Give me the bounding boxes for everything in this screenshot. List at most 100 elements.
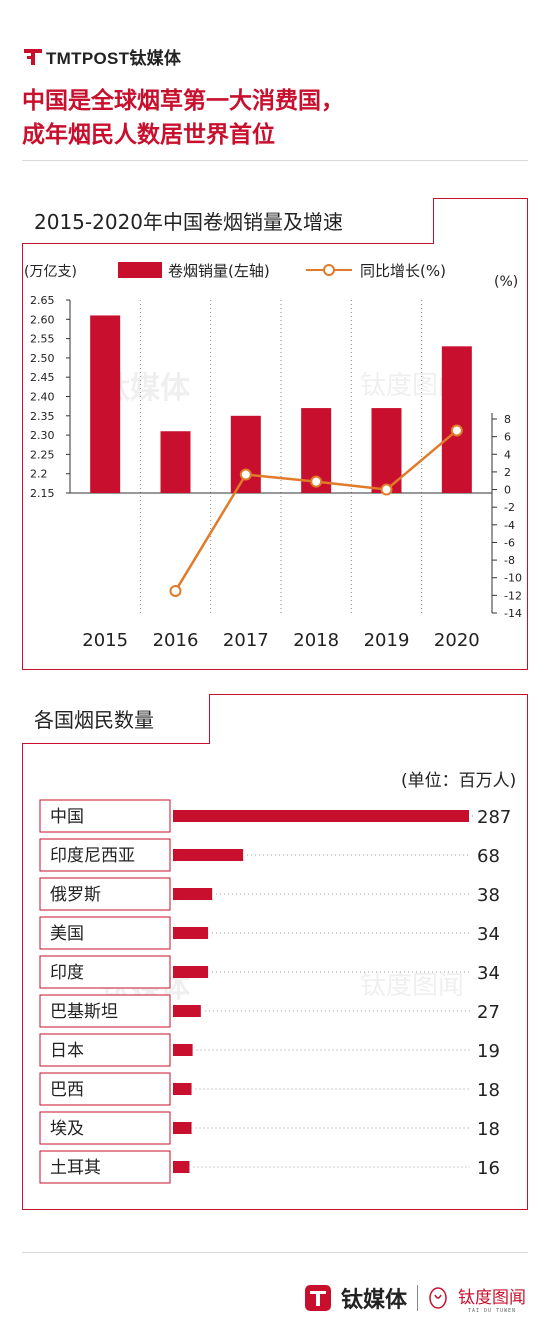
sales-bar xyxy=(441,346,472,493)
country-label-box xyxy=(39,1150,171,1184)
value-label: 18 xyxy=(477,1119,500,1140)
country-label-box xyxy=(39,916,171,950)
country-label: 日本 xyxy=(50,1041,84,1061)
sales-chart-title: 2015-2020年中国卷烟销量及增速 xyxy=(22,198,434,244)
left-tick-label: 2.30 xyxy=(30,429,55,442)
country-label: 中国 xyxy=(50,807,84,827)
headline-line-2: 成年烟民人数居世界首位 xyxy=(22,122,275,148)
headline: 中国是全球烟草第一大消费国， 成年烟民人数居世界首位 xyxy=(22,84,532,152)
left-tick-label: 2.25 xyxy=(30,448,55,461)
footer-secondary-brand: 钛度图闻 TAI DU TUWEN xyxy=(458,1283,526,1314)
right-tick-label: 8 xyxy=(504,413,511,426)
legend-line-marker xyxy=(323,264,335,276)
left-tick-label: 2.50 xyxy=(30,352,55,365)
value-label: 27 xyxy=(477,1002,500,1023)
tmtpost-logo-icon xyxy=(304,1285,331,1311)
right-tick-label: -6 xyxy=(504,536,515,549)
growth-point xyxy=(239,468,252,481)
left-tick-label: 2.45 xyxy=(30,371,55,384)
right-tick-label: 2 xyxy=(504,466,511,479)
country-label: 美国 xyxy=(50,924,84,944)
value-label: 19 xyxy=(477,1041,500,1062)
value-label: 34 xyxy=(477,963,500,984)
left-tick-label: 2.15 xyxy=(30,487,55,500)
country-label-box xyxy=(39,1111,171,1145)
smokers-bar xyxy=(173,1083,192,1095)
smokers-bar xyxy=(173,1161,190,1173)
brand-logo: TMTPOST钛媒体 xyxy=(22,44,181,68)
value-label: 38 xyxy=(477,885,500,906)
right-tick-label: 0 xyxy=(504,484,511,497)
country-label: 土耳其 xyxy=(50,1158,101,1178)
smokers-unit-label: (单位：百万人) xyxy=(401,771,517,791)
country-label-box xyxy=(39,1033,171,1067)
right-axis-unit: (%) xyxy=(494,274,518,290)
country-label: 埃及 xyxy=(50,1119,84,1139)
value-label: 287 xyxy=(477,807,511,828)
smokers-bar xyxy=(173,1005,201,1017)
right-tick-label: -14 xyxy=(504,607,522,620)
smokers-chart-title: 各国烟民数量 xyxy=(22,694,210,744)
smokers-bar xyxy=(173,1044,193,1056)
footer-secondary-en: TAI DU TUWEN xyxy=(467,1307,517,1314)
value-label: 34 xyxy=(477,924,500,945)
category-label: 2015 xyxy=(82,630,128,651)
smokers-bar xyxy=(173,810,469,822)
smokers-bar xyxy=(173,849,244,861)
right-tick-label: -10 xyxy=(504,572,522,585)
smokers-bar xyxy=(173,966,209,978)
category-label: 2018 xyxy=(293,630,339,651)
category-label: 2016 xyxy=(153,630,199,651)
divider-bottom xyxy=(22,1252,528,1253)
category-label: 2017 xyxy=(223,630,269,651)
growth-point xyxy=(169,584,182,597)
country-label: 巴基斯坦 xyxy=(50,1002,118,1022)
country-label-box xyxy=(39,955,171,989)
growth-point xyxy=(310,475,323,488)
country-label: 巴西 xyxy=(50,1080,84,1100)
country-label: 印度 xyxy=(50,963,84,983)
smokers-bar xyxy=(173,927,209,939)
brand-name: TMTPOST钛媒体 xyxy=(46,48,182,68)
seal-icon xyxy=(429,1287,447,1309)
legend-bar-label: 卷烟销量(左轴) xyxy=(168,262,270,280)
footer-separator xyxy=(417,1285,418,1311)
left-tick-label: 2.55 xyxy=(30,333,55,346)
country-label: 印度尼西亚 xyxy=(50,846,135,866)
sales-bar xyxy=(230,415,261,493)
headline-line-1: 中国是全球烟草第一大消费国， xyxy=(22,88,344,114)
right-tick-label: 6 xyxy=(504,431,511,444)
growth-point xyxy=(450,424,463,437)
smokers-bar xyxy=(173,1122,192,1134)
tmtpost-logo-icon xyxy=(24,49,42,65)
right-tick-label: -12 xyxy=(504,589,522,602)
growth-point xyxy=(380,483,393,496)
footer-secondary-name: 钛度图闻 xyxy=(458,1287,526,1308)
smokers-chart-panel xyxy=(22,694,528,1210)
sales-bar xyxy=(371,408,402,493)
country-label-box xyxy=(39,994,171,1028)
category-label: 2019 xyxy=(364,630,410,651)
sales-growth-chart: (万亿支) (%) 卷烟销量(左轴) 同比增长(%) 2.65 2.60 2.55 2.50 2… xyxy=(24,262,522,651)
footer-brand-name: 钛媒体 xyxy=(340,1288,407,1313)
right-tick-label: -8 xyxy=(504,554,515,567)
watermark-secondary-2: 钛度图闻 xyxy=(360,971,465,1001)
left-tick-label: 2.35 xyxy=(30,410,55,423)
value-label: 68 xyxy=(477,846,500,867)
smokers-by-country-chart: 中国 287 印度尼西亚 68 俄罗斯 38 美国 34 印度 34 巴基斯坦 27 日本 19 巴西 18 埃… xyxy=(39,799,511,1184)
country-label-box xyxy=(39,838,171,872)
left-tick-label: 2.40 xyxy=(30,391,55,404)
divider-top xyxy=(22,160,528,161)
category-label: 2020 xyxy=(434,630,480,651)
left-axis-unit: (万亿支) xyxy=(24,264,77,280)
sales-bar xyxy=(160,431,191,493)
legend-line-label: 同比增长(%) xyxy=(360,262,446,280)
legend-bar-swatch xyxy=(118,262,162,278)
value-label: 18 xyxy=(477,1080,500,1101)
left-tick-label: 2.65 xyxy=(30,294,55,307)
country-label: 俄罗斯 xyxy=(50,885,101,905)
smokers-bar xyxy=(173,888,213,900)
value-label: 16 xyxy=(477,1158,500,1179)
right-tick-label: -2 xyxy=(504,501,515,514)
left-tick-label: 2.2 xyxy=(30,468,48,481)
